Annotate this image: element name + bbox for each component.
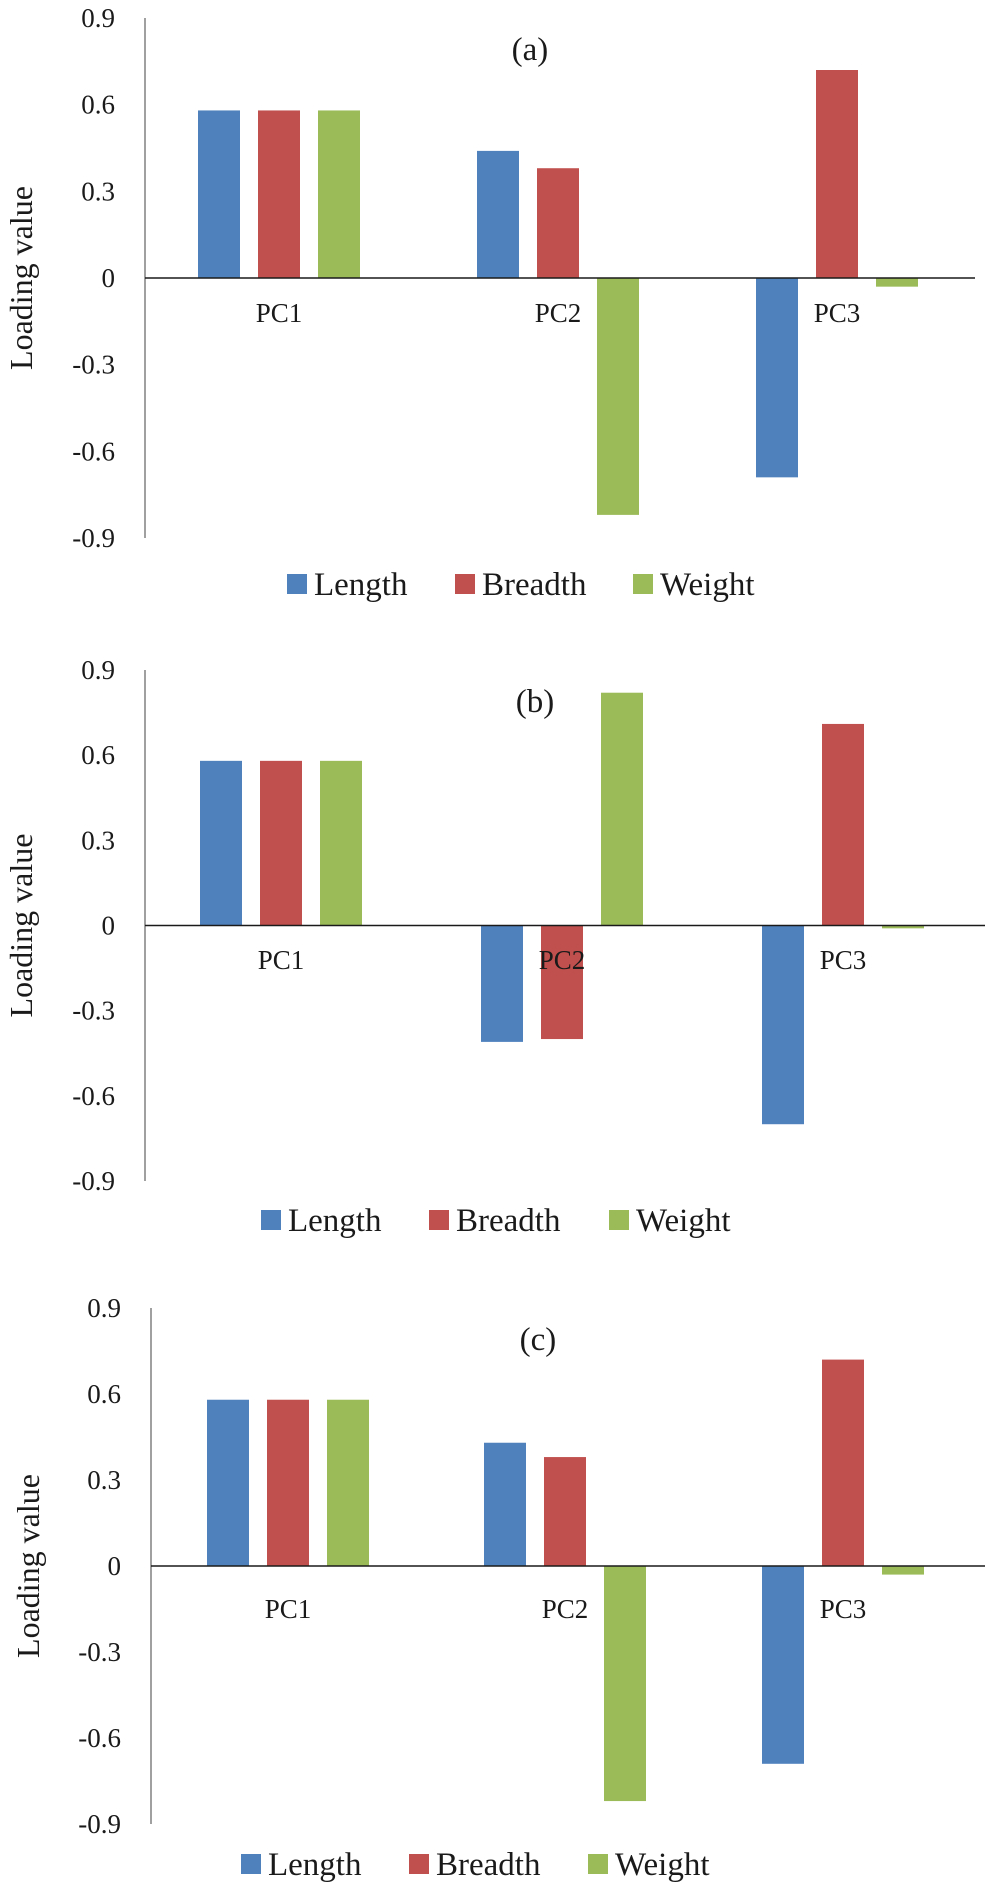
bar-weight-pc1: [320, 760, 362, 926]
legend-swatch-length: [241, 1854, 261, 1874]
legend: Length Breadth Weight: [287, 567, 755, 603]
legend-label-weight: Weight: [660, 567, 755, 603]
bar-weight-pc2: [601, 692, 643, 926]
bar-length-pc1: [200, 760, 242, 926]
y-tick-label: 0.6: [81, 740, 115, 770]
category-label: PC2: [539, 945, 586, 975]
bar-length-pc2: [481, 925, 523, 1042]
chart-panel-c: 0.9 0.6 0.3 0 -0.3 -0.6 -0.9 Loading value (c) PC…: [10, 1293, 985, 1883]
bar-length-pc3: [756, 278, 798, 478]
bar-weight-pc2: [604, 1566, 646, 1802]
bar-length-pc2: [477, 150, 519, 278]
category-label: PC1: [258, 945, 305, 975]
chart-panel-b: 0.9 0.6 0.3 0 -0.3 -0.6 -0.9 Loading value (b) PC…: [3, 655, 985, 1239]
panel-label: (a): [512, 32, 549, 68]
y-tick-label: 0: [102, 263, 116, 293]
y-axis-title: Loading value: [3, 186, 39, 370]
bar-weight-pc1: [318, 110, 360, 278]
bar-breadth-pc3: [822, 723, 864, 926]
legend-swatch-breadth: [455, 574, 475, 594]
bar-length-pc1: [207, 1399, 249, 1566]
category-label: PC1: [256, 298, 303, 328]
y-axis-title: Loading value: [3, 834, 39, 1018]
category-label: PC3: [820, 1594, 867, 1624]
y-tick-label: 0.9: [81, 3, 115, 33]
y-tick-label: -0.3: [72, 350, 115, 380]
bar-breadth-pc2: [544, 1457, 586, 1566]
bar-breadth-pc2: [537, 168, 579, 278]
legend-swatch-length: [261, 1210, 281, 1230]
bar-weight-pc3: [882, 1566, 924, 1575]
bar-breadth-pc1: [258, 110, 300, 278]
y-tick-label: -0.9: [72, 523, 115, 553]
y-tick-label: 0.3: [81, 825, 115, 855]
legend-swatch-weight: [588, 1854, 608, 1874]
y-tick-label: 0.9: [87, 1293, 121, 1323]
bar-breadth-pc2: [541, 925, 583, 1040]
bar-weight-pc1: [327, 1399, 369, 1566]
legend-label-length: Length: [314, 567, 408, 603]
panel-label: (c): [520, 1322, 557, 1358]
y-tick-label: 0: [102, 911, 116, 941]
legend-swatch-breadth: [429, 1210, 449, 1230]
legend-label-length: Length: [268, 1847, 362, 1883]
legend-swatch-breadth: [409, 1854, 429, 1874]
bar-length-pc2: [484, 1442, 526, 1566]
y-tick-label: 0.3: [81, 176, 115, 206]
bar-weight-pc3: [876, 278, 918, 287]
y-tick-label: -0.9: [72, 1166, 115, 1196]
legend-swatch-weight: [609, 1210, 629, 1230]
legend-label-breadth: Breadth: [482, 567, 587, 603]
category-label: PC1: [265, 1594, 312, 1624]
legend: Length Breadth Weight: [261, 1203, 731, 1239]
category-label: PC3: [820, 945, 867, 975]
y-tick-label: -0.9: [78, 1809, 121, 1839]
bar-length-pc3: [762, 925, 804, 1125]
category-label: PC2: [542, 1594, 589, 1624]
y-tick-label: -0.3: [78, 1637, 121, 1667]
legend-label-breadth: Breadth: [456, 1203, 561, 1239]
legend-label-breadth: Breadth: [436, 1847, 541, 1883]
y-tick-label: 0.9: [81, 655, 115, 685]
bar-breadth-pc3: [822, 1359, 864, 1566]
bar-breadth-pc1: [267, 1399, 309, 1566]
y-tick-label: -0.6: [72, 436, 115, 466]
legend-swatch-weight: [633, 574, 653, 594]
category-label: PC3: [814, 298, 861, 328]
y-axis-title: Loading value: [10, 1474, 46, 1658]
bar-length-pc1: [198, 110, 240, 278]
y-tick-label: 0.3: [87, 1465, 121, 1495]
bar-weight-pc2: [597, 278, 639, 515]
bar-length-pc3: [762, 1566, 804, 1764]
panel-label: (b): [516, 684, 554, 720]
y-tick-label: 0: [108, 1551, 122, 1581]
y-tick-label: -0.6: [78, 1723, 121, 1753]
legend-swatch-length: [287, 574, 307, 594]
y-tick-label: 0.6: [87, 1379, 121, 1409]
bar-breadth-pc1: [260, 760, 302, 926]
y-tick-label: 0.6: [81, 90, 115, 120]
bar-weight-pc3: [882, 925, 924, 929]
bar-breadth-pc3: [816, 70, 858, 278]
legend-label-length: Length: [288, 1203, 382, 1239]
legend-label-weight: Weight: [636, 1203, 731, 1239]
chart-panel-a: 0.9 0.6 0.3 0 -0.3 -0.6 -0.9 Loading value (a) PC…: [3, 3, 975, 603]
category-label: PC2: [535, 298, 582, 328]
legend-label-weight: Weight: [615, 1847, 710, 1883]
y-tick-label: -0.6: [72, 1081, 115, 1111]
y-tick-label: -0.3: [72, 996, 115, 1026]
legend: Length Breadth Weight: [241, 1847, 710, 1883]
